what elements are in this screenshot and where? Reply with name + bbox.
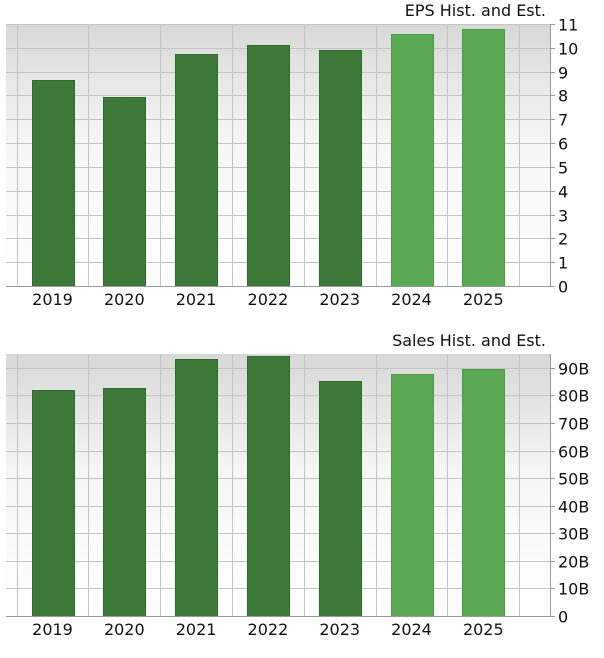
bar-historical	[103, 97, 146, 287]
x-tick-label: 2024	[391, 290, 432, 309]
bar-historical	[247, 45, 290, 287]
y-tick-label: 70B	[558, 415, 589, 434]
x-tick-label: 2021	[176, 620, 217, 639]
x-tick-label: 2020	[104, 620, 145, 639]
bar-estimate	[462, 369, 505, 617]
y-tick-label: 60B	[558, 443, 589, 462]
y-tick-label: 5	[558, 159, 568, 178]
chart-title: EPS Hist. and Est.	[405, 1, 546, 20]
chart-title: Sales Hist. and Est.	[392, 331, 546, 350]
x-tick-label: 2020	[104, 290, 145, 309]
x-tick-label: 2021	[176, 290, 217, 309]
y-tick-label: 90B	[558, 360, 589, 379]
bar-estimate	[462, 29, 505, 287]
bar-historical	[103, 388, 146, 617]
bar-historical	[319, 50, 362, 287]
y-tick-label: 1	[558, 254, 568, 273]
y-tick-label: 4	[558, 183, 568, 202]
x-tick-label: 2023	[319, 290, 360, 309]
y-tick-label: 10	[558, 40, 578, 59]
sales-chart: Sales Hist. and Est. 0 10B 20B 30B 40B 50B 60B 7…	[0, 330, 604, 650]
y-tick-label: 30B	[558, 525, 589, 544]
x-tick-label: 2022	[248, 290, 289, 309]
x-tick-label: 2019	[32, 620, 73, 639]
chart-svg: Sales Hist. and Est. 0 10B 20B 30B 40B 50B 60B 7…	[6, 331, 589, 639]
y-tick-label: 40B	[558, 498, 589, 517]
y-tick-label: 9	[558, 64, 568, 83]
x-tick-label: 2024	[391, 620, 432, 639]
y-tick-label: 11	[558, 16, 578, 35]
x-tick-label: 2019	[32, 290, 73, 309]
x-tick-label: 2025	[463, 290, 504, 309]
y-tick-label: 0	[558, 608, 568, 627]
y-tick-label: 3	[558, 207, 568, 226]
y-tick-label: 8	[558, 87, 568, 106]
bar-estimate	[391, 34, 434, 287]
bar-historical	[175, 54, 218, 287]
y-tick-label: 20B	[558, 553, 589, 572]
x-tick-label: 2022	[248, 620, 289, 639]
x-tick-label: 2023	[319, 620, 360, 639]
x-tick-label: 2025	[463, 620, 504, 639]
bar-historical	[319, 381, 362, 617]
bar-historical	[247, 356, 290, 617]
bar-historical	[32, 80, 75, 287]
bar-historical	[32, 390, 75, 617]
y-tick-label: 0	[558, 278, 568, 297]
bar-historical	[175, 359, 218, 617]
y-tick-label: 2	[558, 230, 568, 249]
y-tick-label: 6	[558, 135, 568, 154]
bar-estimate	[391, 374, 434, 617]
y-tick-label: 50B	[558, 470, 589, 489]
eps-chart: EPS Hist. and Est. 0 1 2 3 4 5 6 7 8 9 10 11 2019 2020…	[0, 0, 604, 320]
chart-svg: EPS Hist. and Est. 0 1 2 3 4 5 6 7 8 9 10 11 2019 2020…	[6, 1, 578, 309]
y-tick-label: 7	[558, 111, 568, 130]
y-tick-label: 10B	[558, 580, 589, 599]
y-tick-label: 80B	[558, 387, 589, 406]
